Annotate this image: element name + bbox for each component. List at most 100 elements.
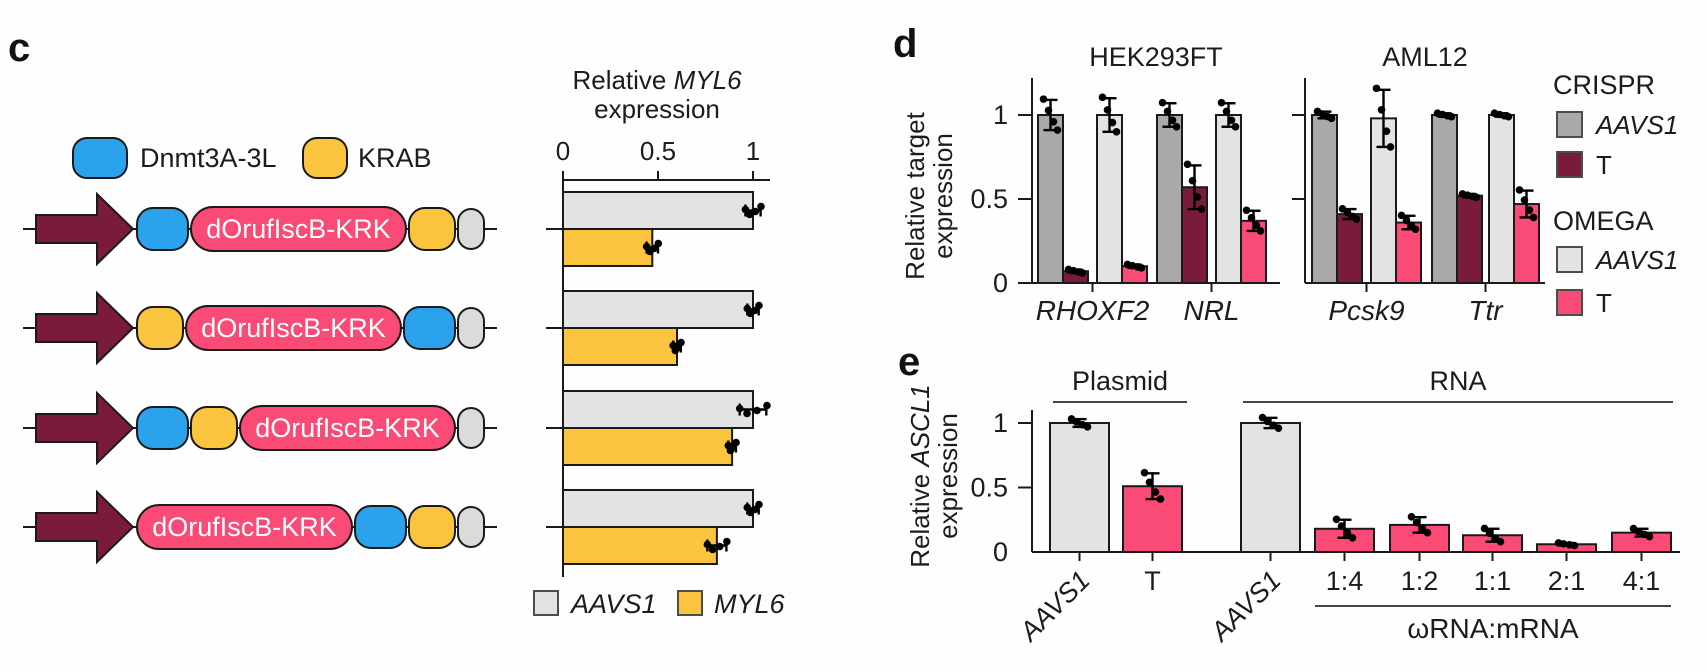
d_hek293ft-data-point <box>1039 95 1048 103</box>
dnmt3a-domain <box>136 406 189 450</box>
d_hek293ft-bar <box>1156 114 1183 284</box>
d_aml12-data-point <box>1525 206 1534 214</box>
c-data-point <box>753 406 761 415</box>
c-bar-myl6 <box>562 427 734 466</box>
d_hek293ft-data-point <box>1217 98 1226 107</box>
e-category-label: 1:4 <box>1326 566 1364 596</box>
cap-domain <box>457 407 485 449</box>
e-data-point <box>1485 529 1494 538</box>
c-data-point <box>741 205 750 214</box>
d_hek293ft-data-point <box>1222 107 1231 116</box>
promoter-arrow <box>35 489 135 565</box>
e-data-point <box>1418 524 1427 533</box>
d_hek293ft-data-point <box>1227 116 1236 125</box>
e-y-axis-label: Relative ASCL1 expression <box>905 384 963 568</box>
effector-domain <box>185 305 402 351</box>
d_hek293ft-data-point <box>1183 160 1192 169</box>
krab-domain <box>190 406 238 450</box>
d_hek293ft-data-point <box>1197 205 1206 213</box>
c-bar-aavs1 <box>562 390 754 429</box>
d_hek293ft-data-point <box>1158 98 1167 107</box>
e-data-point <box>1645 532 1654 541</box>
dnmt3a-domain <box>354 505 407 549</box>
omega-t-label: T <box>1596 288 1612 318</box>
d_hek293ft-data-point <box>1231 122 1240 131</box>
promoter-arrow <box>35 191 135 267</box>
e-y-tick-label: 0.5 <box>970 473 1008 503</box>
cap-domain <box>457 506 485 548</box>
d-y-axis-label: Relative target expression <box>900 112 958 280</box>
e-category-label: 2:1 <box>1548 566 1586 596</box>
rna-group-header: RNA <box>1429 366 1487 396</box>
e-data-point <box>1570 541 1579 550</box>
d_aml12-data-point <box>1515 186 1524 194</box>
d_hek293ft-data-point <box>1252 221 1261 230</box>
construct-row: dOrufIscB-KRK <box>23 489 497 565</box>
e-data-point <box>1072 418 1081 426</box>
effector-domain-label: dOrufIscB-KRK <box>152 512 337 542</box>
crispr-legend-header: CRISPR <box>1553 70 1656 100</box>
e-data-point <box>1423 528 1432 537</box>
d_hek293ft-bar <box>1240 219 1267 284</box>
d_hek293ft-data-point <box>1193 193 1202 201</box>
effector-domain <box>190 206 407 252</box>
c-chart-title-line2: expression <box>594 94 720 124</box>
d_aml12-category-label: Ttr <box>1468 295 1504 326</box>
d_aml12-data-point <box>1529 213 1538 222</box>
panel-c-label: c <box>8 26 31 70</box>
c-x-tick-label: 0.5 <box>640 136 676 166</box>
e-category-label: 4:1 <box>1623 566 1661 596</box>
krab-domain <box>408 505 456 549</box>
d_aml12-data-point <box>1447 112 1456 121</box>
e-category-label: 1:1 <box>1474 566 1512 596</box>
omega-rna-mrna-label: ωRNA:mRNA <box>1407 613 1579 644</box>
c-data-point <box>708 545 717 554</box>
hek293ft-title: HEK293FT <box>1089 42 1223 72</box>
chart-d_aml12: Pcsk9 Ttr <box>1292 78 1545 326</box>
d_hek293ft-category-label: RHOXF2 <box>1036 295 1150 326</box>
c-data-point <box>723 537 731 546</box>
c-data-point <box>703 540 712 549</box>
omega-aavs1-swatch <box>1556 246 1583 273</box>
e-data-point <box>1140 468 1149 477</box>
plasmid-group-header: Plasmid <box>1071 366 1169 396</box>
c-chart-title-line1: Relative MYL6 <box>572 65 742 95</box>
e-data-point <box>1559 540 1568 548</box>
d_aml12-data-point <box>1411 225 1420 234</box>
e-data-point <box>1412 518 1421 527</box>
aavs1-legend-swatch <box>533 590 559 616</box>
d_hek293ft-data-point <box>1044 106 1053 115</box>
d_hek293ft-bar <box>1037 114 1064 284</box>
c-data-point <box>735 404 744 413</box>
d_aml12-bar <box>1336 213 1363 284</box>
d_aml12-data-point <box>1397 211 1406 220</box>
myl6-legend-label: MYL6 <box>714 589 785 619</box>
c-data-point <box>724 441 733 450</box>
e-category-label: AAVS1 <box>1204 565 1287 648</box>
effector-domain <box>239 405 456 451</box>
effector-domain-label: dOrufIscB-KRK <box>206 214 391 244</box>
d_hek293ft-data-point <box>1053 126 1062 134</box>
cap-domain <box>457 208 485 250</box>
d_hek293ft-data-point <box>1168 116 1177 125</box>
e-data-point <box>1145 478 1154 487</box>
c-bar-myl6 <box>562 228 654 267</box>
effector-domain <box>136 504 353 550</box>
c-data-point <box>745 210 754 219</box>
c-bar-aavs1 <box>562 290 754 329</box>
c-bar-aavs1 <box>562 191 754 230</box>
c-data-point <box>743 409 751 418</box>
c-data-point <box>751 207 760 216</box>
e-data-point <box>1263 417 1272 426</box>
c-data-point <box>755 500 763 509</box>
e-y-tick-label: 1 <box>993 408 1008 438</box>
e-category-label: T <box>1144 566 1161 596</box>
crispr-t-swatch <box>1556 151 1583 178</box>
construct-row: dOrufIscB-KRK <box>23 290 497 366</box>
e-data-point <box>1156 495 1165 503</box>
d_hek293ft-data-point <box>1112 128 1121 136</box>
d_hek293ft-data-point <box>1256 227 1265 235</box>
omega-t-swatch <box>1556 289 1583 316</box>
dnmt3a-domain <box>136 207 189 251</box>
